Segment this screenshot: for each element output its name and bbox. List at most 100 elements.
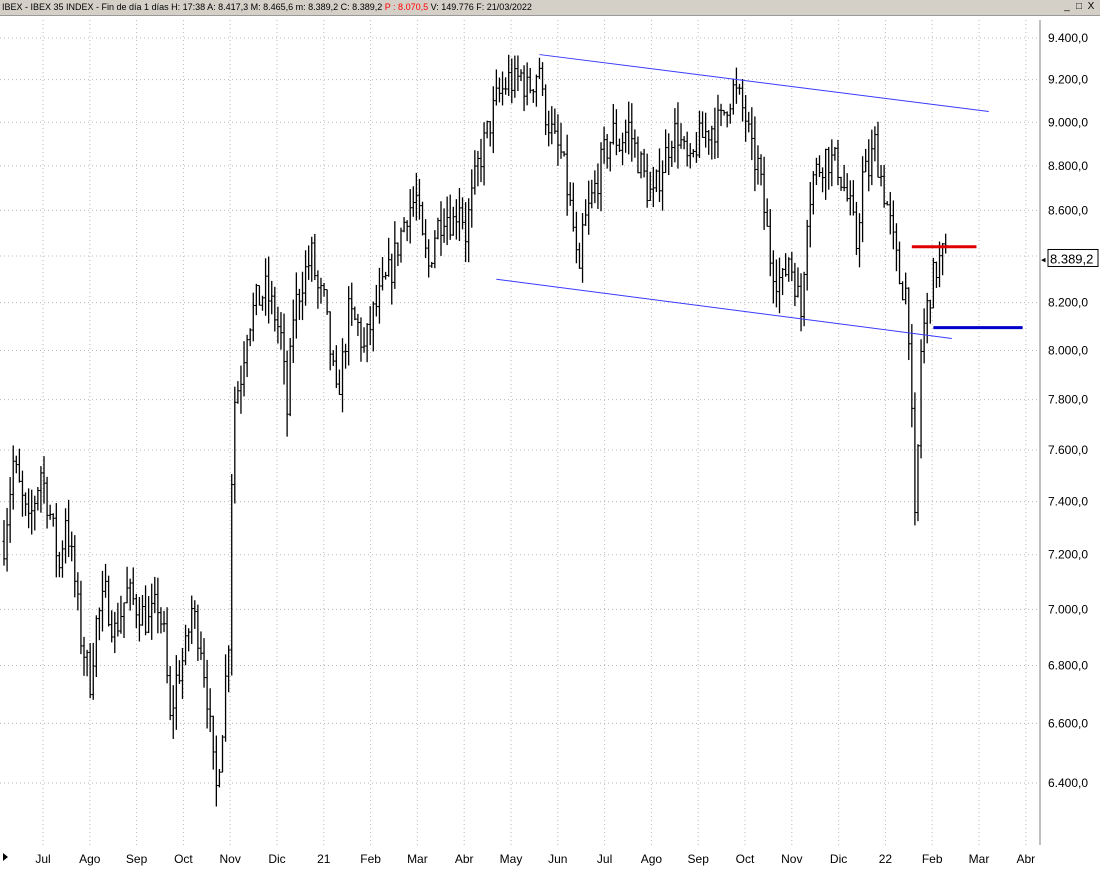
x-tick-label: Abr (1016, 852, 1035, 866)
ohlc-bar (719, 103, 723, 127)
p-value-text: P : 8.070,5 (384, 2, 429, 12)
ohlc-bar (359, 317, 363, 362)
ohlc-bar (460, 197, 465, 230)
ohlc-bar (824, 148, 828, 200)
ohlc-bar (103, 563, 108, 598)
ohlc-bar (454, 199, 458, 240)
ohlc-bar (183, 624, 188, 666)
ohlc-bar (45, 476, 49, 529)
ohlc-bar (497, 77, 502, 103)
ohlc-bar (765, 198, 769, 227)
ohlc-bar (485, 120, 489, 139)
ohlc-bar (470, 169, 474, 228)
ohlc-bar (233, 386, 237, 504)
ohlc-bar (793, 262, 797, 307)
ohlc-bar (193, 600, 197, 629)
y-tick-label: 7.600,0 (1048, 443, 1088, 457)
ohlc-bar (633, 129, 637, 158)
ohlc-bar (479, 138, 483, 183)
ohlc-bar (700, 111, 705, 138)
ohlc-bar (190, 595, 194, 645)
ohlc-bar (307, 245, 311, 280)
ohlc-bar (516, 55, 520, 92)
ohlc-bar (20, 470, 25, 517)
close-button[interactable]: X (1087, 1, 1095, 12)
ohlc-bar (580, 212, 585, 283)
ohlc-bar (660, 160, 665, 211)
ohlc-bar (8, 477, 12, 543)
ohlc-bar (864, 148, 868, 173)
ohlc-bar (507, 54, 511, 96)
ohlc-series (2, 54, 948, 807)
ohlc-bar (913, 392, 917, 526)
ohlc-bar (556, 114, 560, 166)
ohlc-bar (605, 134, 609, 169)
ohlc-bar (119, 595, 123, 634)
ohlc-bar (110, 610, 114, 643)
x-tick-label: Feb (360, 852, 381, 866)
ohlc-bar (540, 62, 545, 97)
ohlc-bar (107, 575, 111, 627)
ohlc-bar (199, 631, 203, 661)
channel-trendline (539, 54, 989, 113)
ohlc-bar (377, 267, 382, 324)
ohlc-bar (725, 111, 729, 128)
ohlc-bar (451, 206, 455, 236)
ohlc-bar (187, 628, 191, 652)
ohlc-bar (710, 125, 714, 160)
x-tick-label: Ago (641, 852, 663, 866)
ohlc-bar (79, 580, 83, 655)
ohlc-bar (97, 607, 101, 641)
ohlc-bar (85, 649, 89, 677)
ohlc-bar (854, 201, 859, 255)
ohlc-bar (319, 277, 323, 304)
ohlc-bar (919, 339, 923, 459)
ohlc-bar (328, 311, 332, 371)
x-tick-label: Jul (597, 852, 612, 866)
ohlc-bar (707, 130, 711, 155)
ohlc-bar (5, 507, 9, 572)
ohlc-bar (140, 594, 145, 626)
ohlc-bar (531, 89, 535, 103)
ohlc-bar (928, 299, 932, 324)
ohlc-bar (276, 306, 280, 344)
y-tick-label: 9.400,0 (1048, 31, 1088, 45)
ohlc-bar (802, 271, 806, 327)
ohlc-bar (568, 182, 572, 206)
ohlc-bar (679, 123, 683, 149)
ohlc-bar (627, 101, 631, 155)
y-tick-label: 8.800,0 (1048, 159, 1088, 173)
price-chart[interactable]: 9.400,09.200,09.000,08.800,08.600,08.400… (0, 16, 1100, 869)
ohlc-bar (694, 131, 699, 163)
ohlc-bar (427, 239, 431, 278)
ohlc-bar (941, 242, 945, 276)
y-tick-label: 8.200,0 (1048, 296, 1088, 310)
ohlc-bar (762, 156, 766, 230)
ohlc-bar (654, 169, 659, 193)
ohlc-bar (36, 486, 40, 511)
ohlc-bar (667, 133, 671, 176)
ohlc-bar (796, 267, 800, 298)
ohlc-bar (636, 136, 640, 174)
ohlc-bar (356, 313, 360, 337)
y-tick-label: 8.000,0 (1048, 344, 1088, 358)
ohlc-bar (239, 365, 243, 414)
maximize-button[interactable]: □ (1075, 1, 1083, 12)
ohlc-bar (300, 271, 305, 321)
ohlc-bar (759, 154, 763, 186)
ohlc-bar (291, 299, 295, 364)
ohlc-bar (860, 156, 865, 243)
ohlc-bar (174, 655, 178, 730)
last-price-box (1047, 248, 1099, 267)
ohlc-bar (504, 77, 508, 95)
ohlc-bar (944, 233, 948, 254)
ohlc-bar (488, 121, 492, 147)
ohlc-bar (910, 324, 914, 428)
x-tick-label: Mar (969, 852, 990, 866)
right-triangle-icon[interactable] (2, 852, 10, 862)
minimize-button[interactable]: _ (1064, 1, 1070, 12)
ohlc-bar (879, 164, 883, 187)
ohlc-bar (214, 735, 218, 807)
ohlc-bar (343, 343, 348, 369)
ohlc-bar (257, 285, 262, 306)
